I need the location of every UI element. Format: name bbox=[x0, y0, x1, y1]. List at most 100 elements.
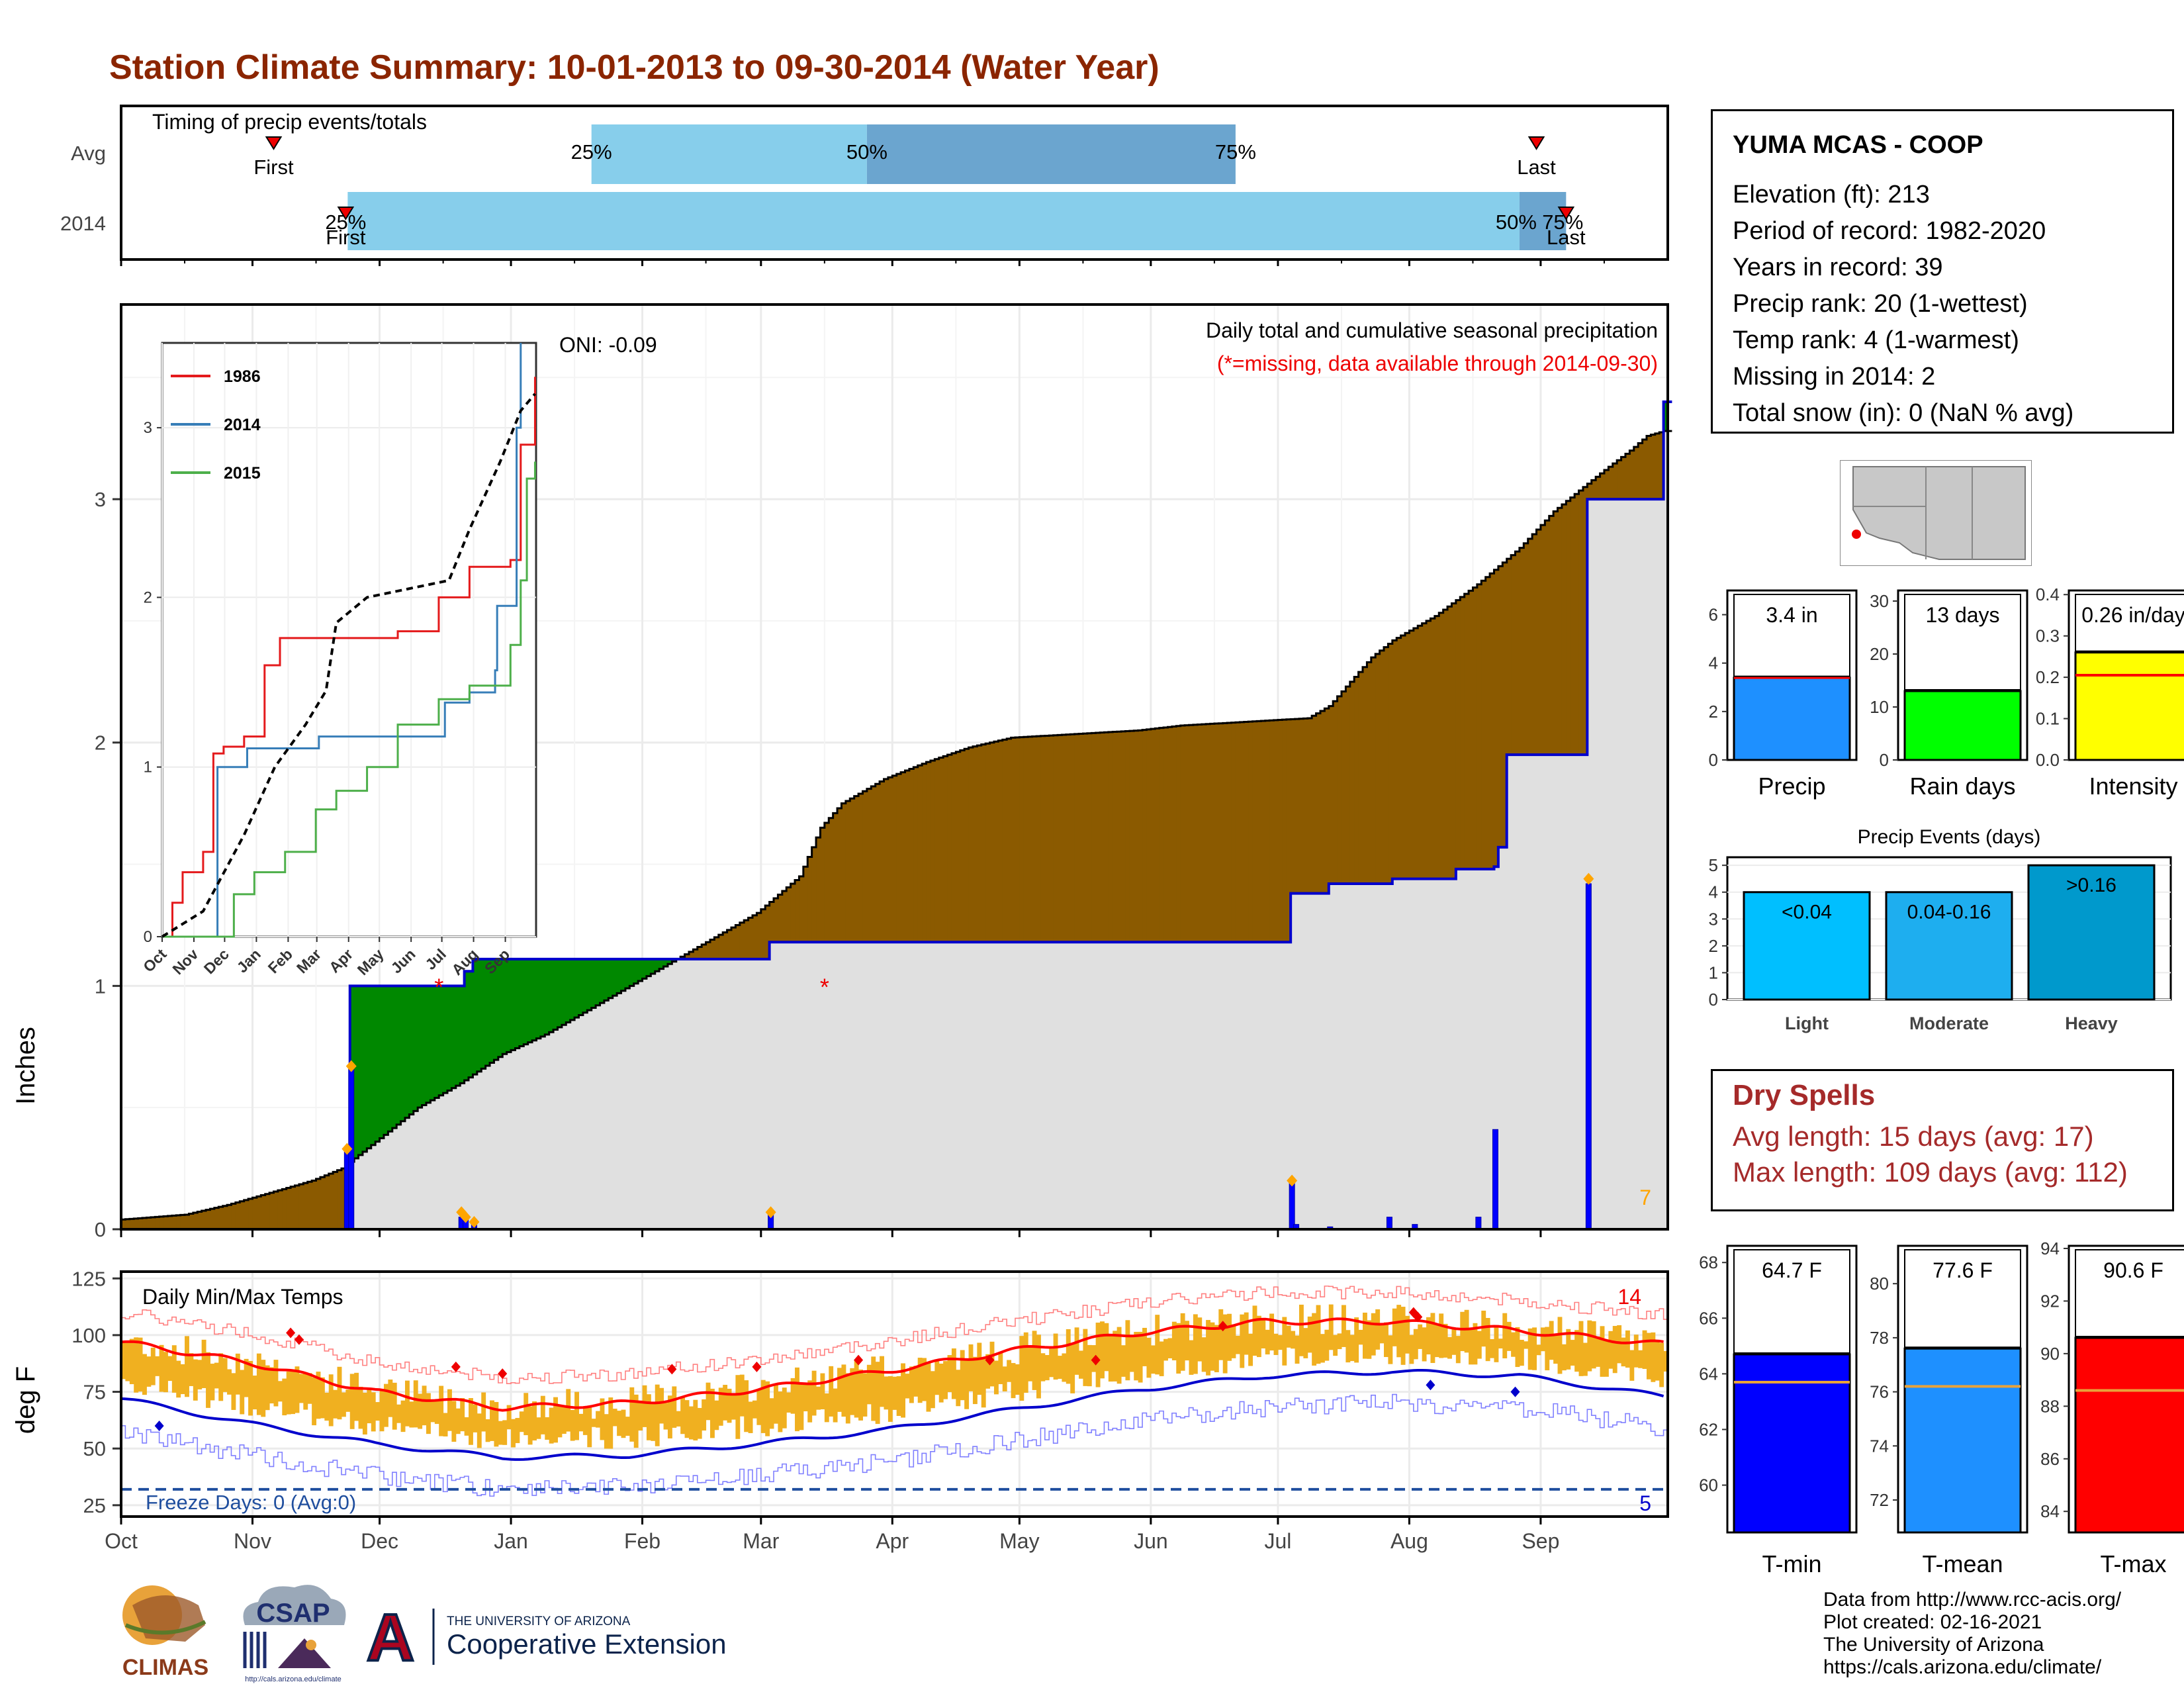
precip-events-category-2: Heavy bbox=[2065, 1013, 2118, 1033]
temp-summary-ytick-label-1-2: 76 bbox=[1870, 1382, 1889, 1402]
temp-bar-310 bbox=[1434, 1324, 1439, 1358]
credit-data-source: Data from http://www.rcc-acis.org/ bbox=[1823, 1589, 2122, 1611]
fill-day-49 bbox=[328, 1173, 334, 1229]
temp-bar-273 bbox=[1277, 1335, 1283, 1350]
temp-bar-103 bbox=[557, 1405, 563, 1438]
freeze-label: Freeze Days: 0 (Avg:0) bbox=[146, 1491, 356, 1514]
fill-day-67 bbox=[404, 986, 410, 1118]
fill-day-267 bbox=[1252, 721, 1257, 943]
precip-events-ytick-label-2: 2 bbox=[1709, 936, 1718, 956]
fill-day-336 bbox=[1545, 520, 1550, 755]
fill-day-213 bbox=[1023, 737, 1028, 943]
precip-events-ytick-label-1: 1 bbox=[1709, 962, 1718, 982]
fill-day-310 bbox=[1434, 616, 1439, 879]
temp-bar-337 bbox=[1549, 1321, 1554, 1360]
fill-day-201 bbox=[972, 746, 978, 943]
temp-xtick-label-6: Apr bbox=[876, 1529, 909, 1553]
fill-day-153 bbox=[769, 902, 774, 943]
temp-bar-76 bbox=[443, 1413, 448, 1437]
event-marker-0 bbox=[341, 1143, 353, 1155]
fill-day-98 bbox=[536, 959, 541, 1039]
csap-url: http://cals.arizona.edu/climate bbox=[245, 1675, 341, 1683]
temp-bar-329 bbox=[1515, 1327, 1520, 1368]
fill-day-282 bbox=[1316, 713, 1321, 894]
temp-bar-142 bbox=[723, 1385, 728, 1421]
temp-bar-157 bbox=[786, 1392, 792, 1413]
fill-day-133 bbox=[684, 954, 690, 959]
fill-day-125 bbox=[651, 959, 656, 974]
temp-bar-285 bbox=[1328, 1304, 1334, 1350]
record-high-marker-4 bbox=[667, 1364, 677, 1375]
temp-bar-26 bbox=[231, 1373, 236, 1410]
fill-day-358 bbox=[1638, 443, 1643, 500]
temp-bar-139 bbox=[709, 1388, 715, 1438]
timing-bar-avg-q1 bbox=[591, 124, 867, 184]
fill-day-301 bbox=[1396, 637, 1402, 879]
event-marker-4 bbox=[469, 1215, 480, 1228]
fill-day-164 bbox=[816, 837, 821, 943]
fill-day-105 bbox=[566, 959, 571, 1023]
temp-bar-206 bbox=[993, 1360, 999, 1395]
temp-bar-313 bbox=[1447, 1336, 1452, 1359]
temp-bar-271 bbox=[1269, 1313, 1275, 1351]
precip-summary-ytick-label-2-0: 0.0 bbox=[2036, 750, 2060, 770]
temp-xtick-label-1: Nov bbox=[234, 1529, 271, 1553]
timing-avg-first-marker bbox=[265, 136, 283, 150]
precip-summary-value-label-0: 3.4 in bbox=[1766, 603, 1817, 627]
fill-day-27 bbox=[235, 1202, 240, 1229]
temp-bar-222 bbox=[1062, 1353, 1067, 1382]
fill-day-11 bbox=[167, 1215, 173, 1229]
csap-logo: CSAP http://cals.arizona.edu/climate bbox=[243, 1585, 346, 1683]
temp-summary-ytick-label-2-5: 94 bbox=[2040, 1239, 2060, 1258]
temp-bar-40 bbox=[291, 1370, 296, 1415]
fill-day-142 bbox=[723, 932, 728, 959]
fill-day-260 bbox=[1222, 723, 1228, 943]
record-low-count: 5 bbox=[1639, 1491, 1651, 1515]
temp-bar-51 bbox=[337, 1366, 342, 1420]
temp-bar-4 bbox=[138, 1337, 143, 1392]
temp-bar-68 bbox=[409, 1401, 414, 1428]
station-years: Years in record: 39 bbox=[1733, 254, 1943, 281]
fill-day-184 bbox=[901, 772, 906, 943]
fill-day-215 bbox=[1032, 736, 1037, 943]
temp-bar-321 bbox=[1481, 1310, 1486, 1347]
temp-bar-147 bbox=[744, 1380, 749, 1432]
temp-bar-177 bbox=[871, 1356, 876, 1421]
fill-day-338 bbox=[1553, 511, 1559, 755]
temp-bar-192 bbox=[934, 1361, 940, 1395]
temp-bar-281 bbox=[1312, 1313, 1317, 1366]
temp-bar-201 bbox=[972, 1356, 978, 1405]
temp-bar-21 bbox=[210, 1364, 215, 1401]
temp-bar-299 bbox=[1388, 1335, 1393, 1364]
temp-summary-ytick-label-2-0: 84 bbox=[2040, 1501, 2060, 1521]
temp-bar-353 bbox=[1617, 1325, 1622, 1364]
station-temp-rank: Temp rank: 4 (1-warmest) bbox=[1733, 326, 2019, 354]
fill-day-30 bbox=[248, 1199, 253, 1229]
fill-day-43 bbox=[303, 1183, 308, 1229]
fill-day-229 bbox=[1091, 733, 1097, 943]
temp-bar-238 bbox=[1129, 1335, 1134, 1372]
fill-day-162 bbox=[807, 857, 813, 943]
temp-bar-264 bbox=[1240, 1314, 1245, 1368]
fill-day-311 bbox=[1439, 612, 1444, 879]
fill-day-324 bbox=[1494, 569, 1499, 867]
temp-ytick-label-0: 25 bbox=[83, 1494, 106, 1517]
precip-summary-ytick-label-0-3: 6 bbox=[1709, 605, 1718, 625]
fill-day-234 bbox=[1113, 731, 1118, 943]
temp-bar-252 bbox=[1189, 1340, 1194, 1375]
fill-day-166 bbox=[824, 823, 829, 943]
precip-events-ytick-label-4: 4 bbox=[1709, 882, 1718, 902]
temp-bar-244 bbox=[1155, 1315, 1160, 1375]
temp-bar-118 bbox=[621, 1409, 626, 1438]
temp-bar-62 bbox=[383, 1383, 388, 1427]
temp-bar-164 bbox=[816, 1386, 821, 1410]
record-high-line bbox=[121, 1286, 1668, 1385]
fill-day-216 bbox=[1036, 736, 1041, 943]
temp-summary-category-label-0: T-min bbox=[1762, 1550, 1822, 1577]
temp-bar-129 bbox=[667, 1395, 672, 1438]
temp-bar-28 bbox=[240, 1370, 245, 1415]
temp-bar-49 bbox=[328, 1374, 334, 1427]
temp-bar-193 bbox=[938, 1363, 944, 1403]
fill-day-272 bbox=[1273, 720, 1279, 943]
temp-bar-180 bbox=[884, 1376, 889, 1410]
